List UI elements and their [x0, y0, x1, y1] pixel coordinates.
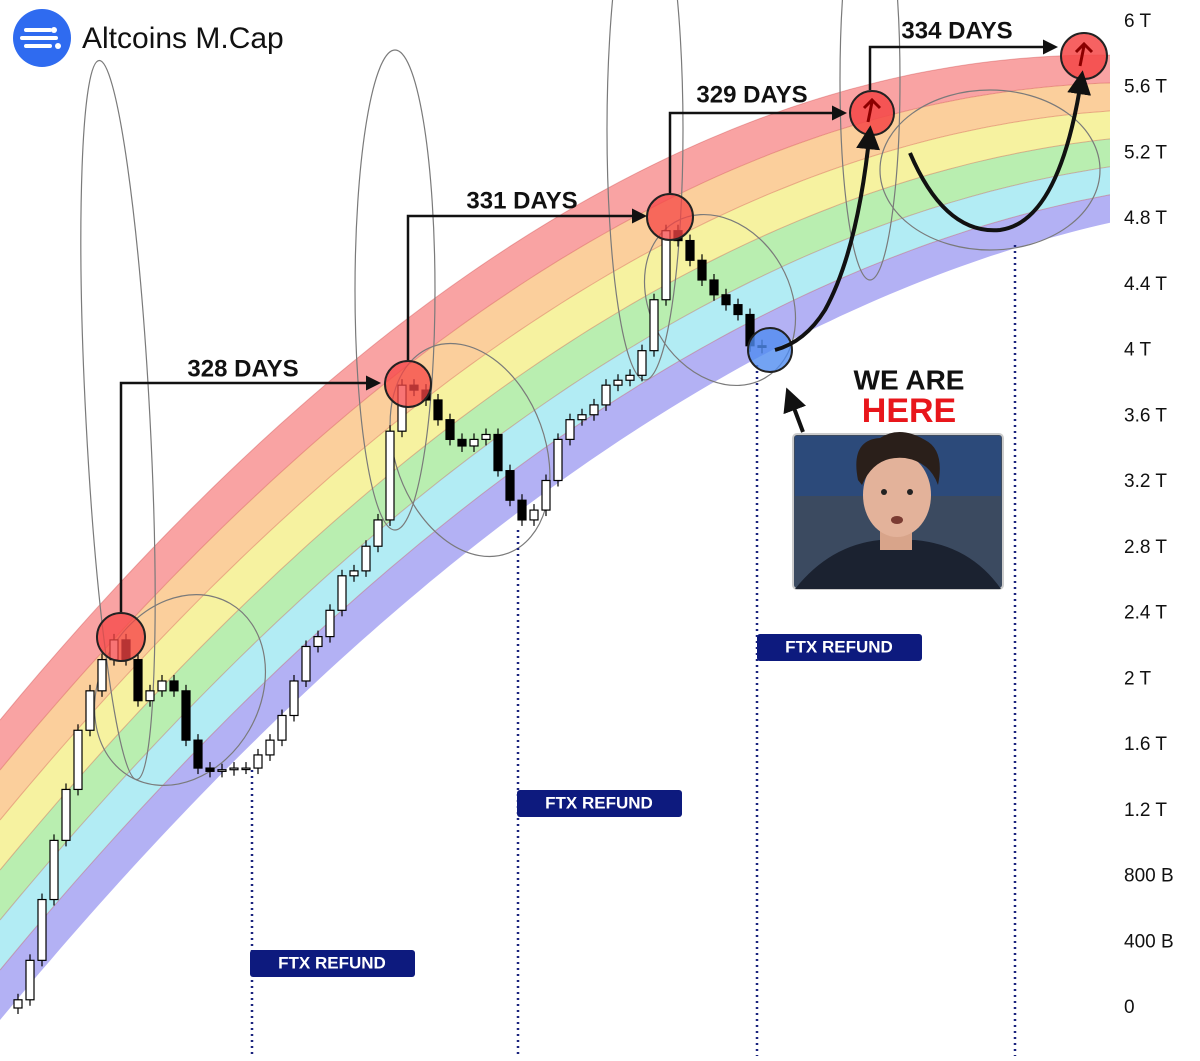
- band-edge: [0, 110, 1110, 821]
- y-tick-label: 4.4 T: [1124, 274, 1167, 295]
- candle-body: [73, 729, 83, 791]
- candle-body: [97, 659, 107, 692]
- candle-body: [385, 430, 395, 521]
- candle-body: [133, 659, 143, 702]
- y-tick-label: 400 B: [1124, 931, 1174, 952]
- candle-body: [289, 680, 299, 717]
- y-tick-label: 2 T: [1124, 668, 1152, 689]
- y-tick-label: 4.8 T: [1124, 208, 1167, 229]
- candle-body: [661, 230, 671, 301]
- refund-label: FTX REFUND: [545, 793, 653, 812]
- candle-body: [217, 769, 227, 772]
- candle-body: [13, 999, 23, 1009]
- candle-body: [325, 609, 335, 638]
- interval-label: 329 DAYS: [696, 81, 807, 108]
- candle-body: [145, 690, 155, 702]
- candle-body: [181, 690, 191, 741]
- candle-body: [481, 433, 491, 441]
- y-tick-label: 3.2 T: [1124, 471, 1167, 492]
- chart-title: Altcoins M.Cap: [82, 22, 284, 55]
- candle-body: [541, 479, 551, 511]
- y-tick-label: 1.6 T: [1124, 734, 1167, 755]
- y-tick-label: 4 T: [1124, 340, 1152, 361]
- candle-body: [205, 767, 215, 772]
- candle-body: [241, 767, 251, 771]
- candle-body: [637, 350, 647, 376]
- pointer-text: WE ARE: [854, 364, 965, 395]
- candle-body: [253, 754, 263, 769]
- y-tick-label: 800 B: [1124, 866, 1174, 887]
- band-edge: [0, 54, 1110, 721]
- candle-body: [433, 399, 443, 421]
- candle-body: [37, 898, 47, 961]
- candle-body: [193, 739, 203, 769]
- candle-body: [577, 414, 587, 421]
- candle-body: [313, 636, 323, 648]
- candle-body: [265, 739, 275, 756]
- refund-label: FTX REFUND: [785, 637, 893, 656]
- candle-body: [337, 575, 347, 611]
- candle-body: [697, 259, 707, 281]
- candle-body: [301, 645, 311, 682]
- candle-body: [349, 570, 359, 577]
- candle-body: [589, 404, 599, 416]
- candle-body: [373, 519, 383, 547]
- pointer-text: HERE: [862, 392, 956, 430]
- candle-body: [169, 680, 179, 692]
- interval-label: 328 DAYS: [187, 355, 298, 382]
- band-edge: [0, 138, 1110, 871]
- y-tick-label: 5.6 T: [1124, 77, 1167, 98]
- candle-body: [85, 690, 95, 731]
- refund-label: FTX REFUND: [278, 953, 386, 972]
- band-edge: [0, 82, 1110, 771]
- photo: [792, 431, 1004, 590]
- candle-body: [157, 680, 167, 692]
- candle-body: [517, 499, 527, 521]
- candle-body: [277, 714, 287, 741]
- candle-body: [601, 384, 611, 406]
- interval-label: 331 DAYS: [466, 187, 577, 214]
- logo: [13, 9, 71, 67]
- candle-body: [613, 379, 623, 386]
- cycle-ellipses: [80, 0, 1101, 786]
- candle-body: [529, 509, 539, 521]
- refund-badges: FTX REFUND FTX REFUND FTX REFUND: [250, 634, 922, 977]
- candle-body: [733, 304, 743, 316]
- y-tick-label: 1.2 T: [1124, 800, 1167, 821]
- candle-body: [445, 419, 455, 441]
- candle-body: [709, 279, 719, 296]
- cycle-markers: [96, 32, 1108, 662]
- candle-body: [625, 374, 635, 381]
- candle-body: [565, 419, 575, 441]
- candle-body: [505, 470, 515, 501]
- y-tick-label: 0: [1124, 997, 1135, 1018]
- y-axis: 0 400 B 800 B 1.2 T 1.6 T 2 T 2.4 T 2.8 T 3.2 T 3…: [1124, 11, 1174, 1018]
- candle-body: [553, 438, 563, 482]
- y-tick-label: 5.2 T: [1124, 142, 1167, 163]
- y-tick-label: 3.6 T: [1124, 405, 1167, 426]
- candle-body: [469, 438, 479, 447]
- candles: [13, 224, 767, 1014]
- candle-body: [649, 299, 659, 352]
- y-tick-label: 2.4 T: [1124, 603, 1167, 624]
- refund-lines: [250, 245, 1017, 1056]
- candle-body: [25, 959, 35, 1001]
- interval-label: 334 DAYS: [901, 17, 1012, 44]
- y-tick-label: 6 T: [1124, 11, 1152, 32]
- candle-body: [493, 433, 503, 472]
- candle-body: [229, 767, 239, 771]
- candle-body: [685, 239, 695, 261]
- candle-body: [361, 545, 371, 572]
- candle-body: [61, 788, 71, 841]
- candle-body: [457, 438, 467, 447]
- interval-arrows: [119, 39, 1092, 612]
- y-tick-label: 2.8 T: [1124, 537, 1167, 558]
- candle-body: [49, 839, 59, 901]
- candle-body: [721, 294, 731, 306]
